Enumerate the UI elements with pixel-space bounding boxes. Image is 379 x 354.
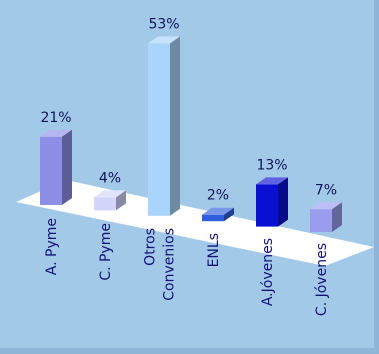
bar-side-face <box>278 177 288 227</box>
bar-front-face <box>310 209 332 232</box>
bar-value-label: 2% <box>207 188 229 204</box>
category-label-line: C. Pyme <box>98 223 114 281</box>
frame-bottom-edge <box>0 348 379 354</box>
category-label-line: ENLs <box>206 233 222 267</box>
category-label: Otros Convenios <box>143 228 178 301</box>
bar-top-face <box>202 207 234 215</box>
bar-front-face <box>202 214 224 222</box>
category-label-line: Otros <box>143 228 159 266</box>
bar <box>202 207 234 222</box>
bar-top-face <box>256 177 288 185</box>
bar <box>310 202 342 232</box>
category-label-line: Convenios <box>162 228 178 301</box>
bar-side-face <box>170 36 180 216</box>
category-label: C. Jóvenes <box>314 243 330 316</box>
frame-right-edge <box>374 0 379 354</box>
bar-top-face <box>148 36 180 44</box>
bar-top-face <box>94 190 126 198</box>
bar-value-label: 7% <box>315 182 337 198</box>
bar-top-face <box>310 202 342 210</box>
category-label: A. Pyme <box>44 218 60 275</box>
category-label-line: A. Pyme <box>44 218 60 275</box>
bar-front-face <box>94 197 116 211</box>
bar-side-face <box>224 207 234 222</box>
bar-side-face <box>62 129 72 205</box>
category-label-line: C. Jóvenes <box>314 243 330 316</box>
bar <box>148 36 180 216</box>
category-label: A.Jóvenes <box>260 238 276 306</box>
bar-value-label: 53% <box>148 17 179 33</box>
category-label: ENLs <box>206 233 222 267</box>
bar-value-label: 13% <box>256 157 287 173</box>
bar-side-face <box>332 202 342 232</box>
bar-top-face <box>40 129 72 137</box>
bar-value-label: 4% <box>99 170 121 186</box>
bar <box>256 177 288 227</box>
category-label: C. Pyme <box>98 223 114 281</box>
bar-front-face <box>40 136 62 205</box>
bar-side-face <box>116 190 126 211</box>
category-label-line: A.Jóvenes <box>260 238 276 306</box>
bar-front-face <box>256 184 278 227</box>
bar <box>40 129 72 205</box>
bar <box>94 190 126 211</box>
bar-front-face <box>148 43 170 216</box>
bar-value-label: 21% <box>40 110 71 126</box>
